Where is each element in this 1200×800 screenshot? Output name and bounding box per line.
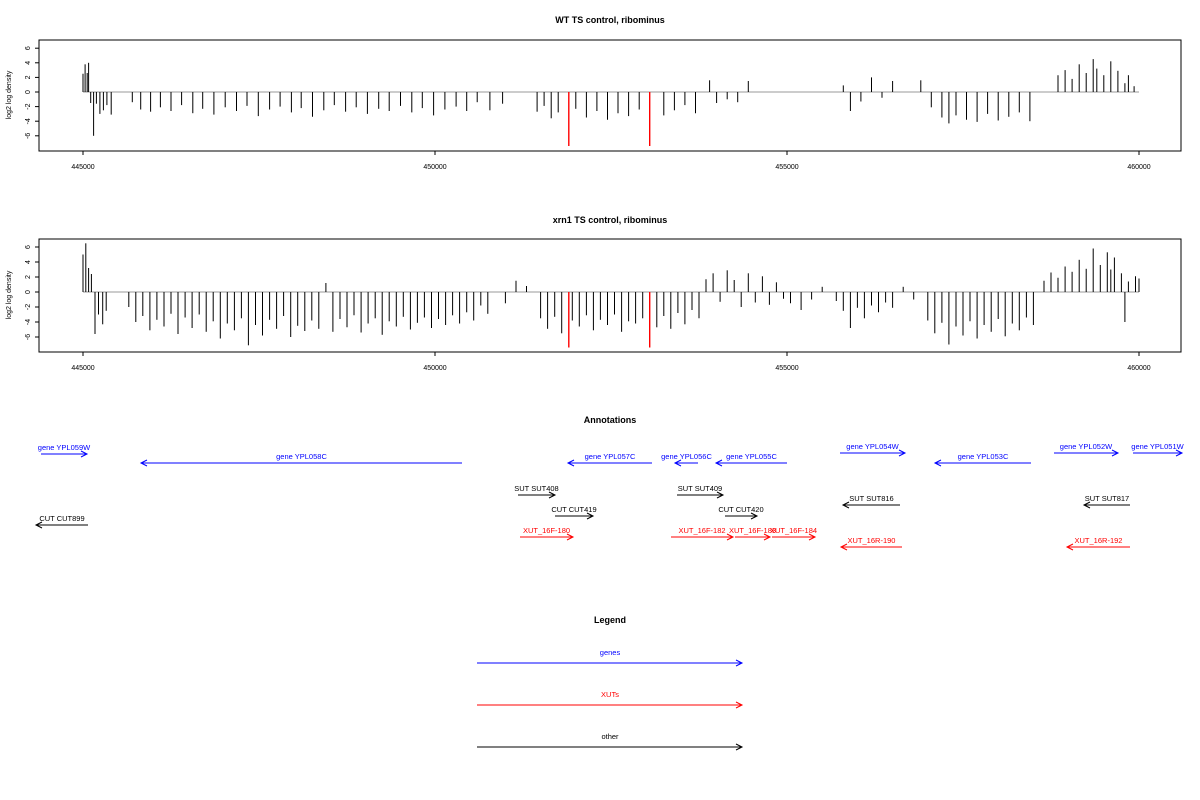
y-tick-label: -2 xyxy=(25,103,32,109)
x-tick-label: 445000 xyxy=(71,365,94,372)
y-tick-label: 2 xyxy=(25,75,32,79)
panel-title: WT TS control, ribominus xyxy=(555,15,665,25)
feature-label: gene YPL056C xyxy=(661,452,712,461)
feature-label: CUT CUT419 xyxy=(551,505,596,514)
y-tick-label: 2 xyxy=(25,275,32,279)
feature-label: gene YPL057C xyxy=(585,452,636,461)
feature-list: gene YPL059W gene YPL058C gene YPL057C gene… xyxy=(34,442,1185,551)
x-tick-label: 460000 xyxy=(1127,365,1150,372)
feature-gene-arrow: gene YPL055C xyxy=(714,452,787,467)
feature-other-arrow: CUT CUT419 xyxy=(551,505,597,520)
y-tick-label: 6 xyxy=(25,245,32,249)
feature-gene-arrow: gene YPL051W xyxy=(1131,442,1185,457)
feature-label: XUT_16R-190 xyxy=(848,536,896,545)
x-axis: 445000 450000 455000 460000 xyxy=(71,151,1151,171)
feature-label: SUT SUT817 xyxy=(1085,494,1129,503)
feature-gene-arrow: gene YPL057C xyxy=(566,452,652,467)
feature-gene-arrow: gene YPL059W xyxy=(38,443,91,458)
bar-series xyxy=(82,243,1140,348)
feature-gene-arrow: gene YPL053C xyxy=(933,452,1031,467)
legend-items: genes XUTs other xyxy=(477,648,744,751)
y-axis: 6 4 2 0 -2 -4 -6 xyxy=(25,245,39,340)
y-axis: 6 4 2 0 -2 -4 -6 xyxy=(25,46,39,139)
feature-other-arrow: CUT CUT420 xyxy=(718,505,764,520)
x-tick-label: 450000 xyxy=(423,164,446,171)
y-axis-label: log2 log density xyxy=(6,270,13,319)
y-tick-label: 6 xyxy=(25,46,32,50)
bar-series xyxy=(82,59,1139,146)
x-tick-label: 455000 xyxy=(775,365,798,372)
legend-label: genes xyxy=(600,648,621,657)
feature-xut-arrow: XUT_16F-183 xyxy=(729,526,776,541)
feature-label: CUT CUT899 xyxy=(39,514,84,523)
feature-label: gene YPL051W xyxy=(1131,442,1184,451)
feature-other-arrow: SUT SUT409 xyxy=(677,484,725,499)
feature-label: gene YPL053C xyxy=(958,452,1009,461)
feature-other-arrow: SUT SUT817 xyxy=(1082,494,1130,509)
legend-other-arrow: other xyxy=(477,732,744,751)
x-axis: 445000 450000 455000 460000 xyxy=(71,352,1151,372)
feature-xut-arrow: XUT_16R-192 xyxy=(1065,536,1130,551)
x-tick-label: 460000 xyxy=(1127,164,1150,171)
y-tick-label: -2 xyxy=(25,304,32,310)
feature-label: SUT SUT816 xyxy=(849,494,893,503)
legend-xut-arrow: XUTs xyxy=(477,690,744,709)
feature-label: CUT CUT420 xyxy=(718,505,763,514)
legend-label: other xyxy=(601,732,619,741)
x-tick-label: 455000 xyxy=(775,164,798,171)
legend: Legend genes XUTs other xyxy=(477,615,744,751)
feature-gene-arrow: gene YPL058C xyxy=(139,452,462,467)
feature-label: XUT_16F-182 xyxy=(678,526,725,535)
y-tick-label: 0 xyxy=(25,90,32,94)
feature-label: gene YPL059W xyxy=(38,443,91,452)
y-tick-label: 4 xyxy=(25,260,32,264)
feature-label: gene YPL052W xyxy=(1060,442,1113,451)
feature-xut-arrow: XUT_16F-182 xyxy=(671,526,735,541)
feature-xut-arrow: XUT_16F-184 xyxy=(770,526,817,541)
legend-title: Legend xyxy=(594,615,626,625)
feature-label: XUT_16R-192 xyxy=(1075,536,1123,545)
y-tick-label: 0 xyxy=(25,290,32,294)
y-tick-label: 4 xyxy=(25,61,32,65)
x-tick-label: 445000 xyxy=(71,164,94,171)
feature-label: SUT SUT409 xyxy=(678,484,722,493)
feature-label: XUT_16F-183 xyxy=(729,526,776,535)
y-tick-label: -4 xyxy=(25,319,32,325)
feature-other-arrow: SUT SUT816 xyxy=(841,494,900,509)
feature-xut-arrow: XUT_16F-180 xyxy=(520,526,575,541)
feature-label: XUT_16F-180 xyxy=(523,526,570,535)
feature-gene-arrow: gene YPL052W xyxy=(1054,442,1120,457)
plot-frame xyxy=(38,238,1182,353)
feature-label: gene YPL054W xyxy=(846,442,899,451)
annotations-title: Annotations xyxy=(584,415,637,425)
panel-title: xrn1 TS control, ribominus xyxy=(553,215,668,225)
legend-label: XUTs xyxy=(601,690,619,699)
feature-xut-arrow: XUT_16R-190 xyxy=(839,536,902,551)
y-axis-label: log2 log density xyxy=(6,70,13,119)
feature-gene-arrow: gene YPL056C xyxy=(661,452,712,467)
feature-label: gene YPL058C xyxy=(276,452,327,461)
feature-other-arrow: CUT CUT899 xyxy=(34,514,88,529)
y-tick-label: -4 xyxy=(25,118,32,124)
legend-gene-arrow: genes xyxy=(477,648,744,667)
y-tick-label: -6 xyxy=(25,133,32,139)
plot-frame xyxy=(38,39,1182,152)
feature-label: XUT_16F-184 xyxy=(770,526,817,535)
feature-other-arrow: SUT SUT408 xyxy=(514,484,559,499)
feature-gene-arrow: gene YPL054W xyxy=(840,442,907,457)
panel-xrn1: xrn1 TS control, ribominus log2 log dens… xyxy=(6,215,1182,372)
x-tick-label: 450000 xyxy=(423,365,446,372)
feature-label: SUT SUT408 xyxy=(514,484,558,493)
feature-label: gene YPL055C xyxy=(726,452,777,461)
y-tick-label: -6 xyxy=(25,334,32,340)
panel-wt: WT TS control, ribominus log2 log densit… xyxy=(6,15,1182,171)
